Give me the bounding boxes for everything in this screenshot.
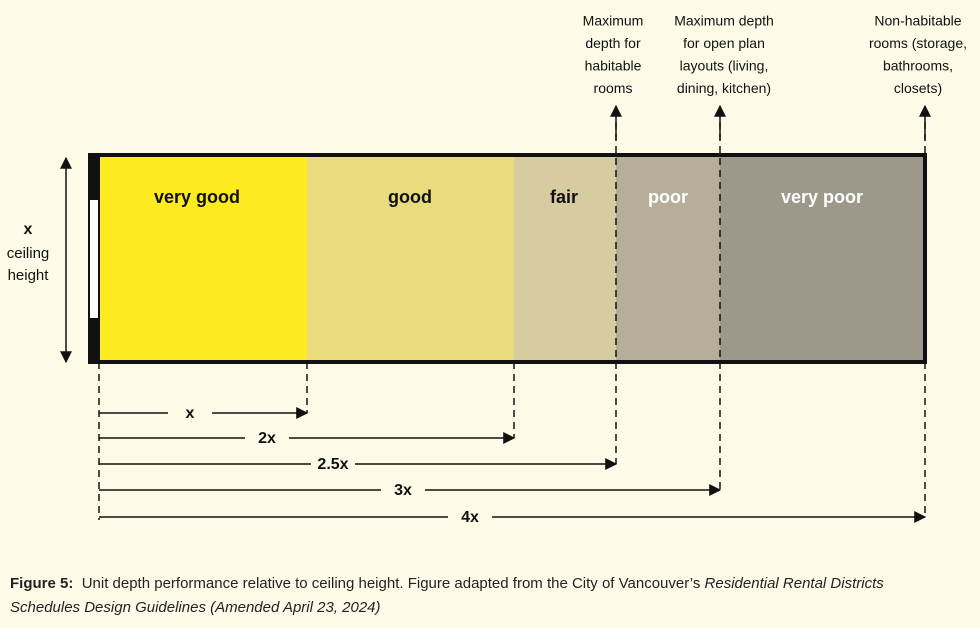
zone: [100, 155, 307, 362]
annotation-line: depth for: [585, 35, 641, 51]
side-label: x: [24, 221, 33, 238]
annotation-line: bathrooms,: [883, 58, 953, 74]
zone-label: good: [388, 187, 432, 207]
annotation-line: Maximum depth: [674, 13, 774, 29]
annotation-line: Maximum: [583, 13, 644, 29]
dimension-label: 2x: [258, 430, 276, 447]
annotation-line: for open plan: [683, 35, 765, 51]
caption: Figure 5: Unit depth performance relativ…: [10, 572, 915, 620]
zone: [307, 155, 514, 362]
zone-label: fair: [550, 187, 578, 207]
zone: [720, 155, 925, 362]
caption-source: Residential Rental Districts Schedules D…: [10, 575, 884, 616]
zone-label: very poor: [781, 187, 863, 207]
zone-label: poor: [648, 187, 688, 207]
annotation-line: layouts (living,: [680, 58, 769, 74]
zone: [514, 155, 616, 362]
annotation-line: closets): [894, 80, 942, 96]
caption-label: Figure 5:: [10, 575, 74, 592]
side-label: height: [8, 267, 50, 284]
annotation-line: habitable: [585, 58, 642, 74]
zone-label: very good: [154, 187, 240, 207]
dimension-label: x: [186, 405, 195, 422]
annotations: Maximum depth for habitable rooms Maximum de…: [583, 13, 967, 140]
diagram: very good good fair poor very poor x ceiling…: [7, 13, 967, 527]
window: [90, 200, 98, 318]
side-label: ceiling: [7, 245, 50, 262]
annotation-line: rooms: [594, 80, 633, 96]
zone: [616, 155, 720, 362]
zones: very good good fair poor very poor: [100, 155, 925, 362]
dimension-label: 4x: [461, 509, 479, 526]
dimensions: x 2x 2.5x 3x 4x: [99, 110, 927, 526]
caption-text: Unit depth performance relative to ceili…: [81, 575, 701, 592]
dimension-label: 3x: [394, 482, 412, 499]
annotation-line: rooms (storage,: [869, 35, 967, 51]
dimension-label: 2.5x: [317, 456, 348, 473]
annotation-line: dining, kitchen): [677, 80, 771, 96]
annotation-line: Non-habitable: [874, 13, 961, 29]
caption-note: (Amended April 23, 2024): [210, 599, 381, 616]
